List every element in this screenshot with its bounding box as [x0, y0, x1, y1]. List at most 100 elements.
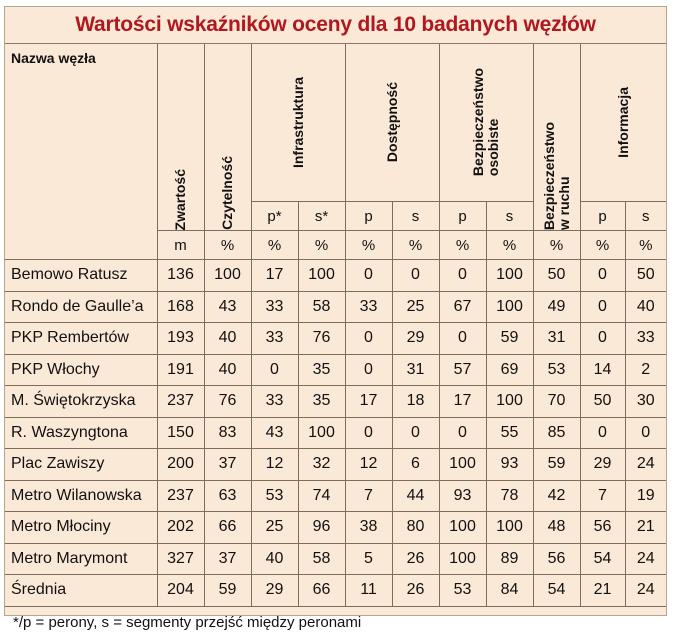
subheader-bos-p: p	[438, 201, 487, 231]
subheader-inf-p: p	[579, 201, 626, 231]
unit-cell: %	[438, 230, 487, 260]
table-cell: 29	[579, 448, 626, 481]
table-row: PKP Rembertów 193 40 33 76 0 29 0 59 31 0 33	[5, 322, 666, 355]
header-dostepnosc: Dostępność	[344, 44, 440, 202]
table-cell: 100	[485, 259, 534, 292]
unit-cell: %	[532, 230, 581, 260]
table-cell: 0	[344, 259, 393, 292]
unit-cell: %	[391, 230, 440, 260]
table-cell: 100	[485, 385, 534, 418]
table-cell: 53	[438, 574, 487, 607]
table-cell: 59	[532, 448, 581, 481]
row-name: PKP Włochy	[5, 353, 158, 386]
table-cell: 31	[391, 353, 440, 386]
table-cell: 43	[250, 416, 299, 449]
table-cell: 85	[532, 416, 581, 449]
table-cell: 0	[344, 353, 393, 386]
table-cell: 66	[297, 574, 346, 607]
table-cell: 100	[203, 259, 252, 292]
table-cell: 7	[344, 479, 393, 512]
unit-cell: %	[344, 230, 393, 260]
table-cell: 19	[624, 479, 666, 512]
table-cell: 93	[485, 448, 534, 481]
row-name: Metro Wilanowska	[5, 479, 158, 512]
table-cell: 17	[344, 385, 393, 418]
footnote: */p = perony, s = segmenty przejść międz…	[5, 605, 666, 639]
table-row: Metro Marymont 327 37 40 58 5 26 100 89 56 54 24	[5, 542, 666, 575]
table-cell: 25	[391, 290, 440, 323]
table-cell: 0	[250, 353, 299, 386]
subheader-infra-p: p*	[251, 201, 299, 231]
table-cell: 0	[579, 259, 626, 292]
table-cell: 11	[344, 574, 393, 607]
table-cell: 14	[579, 353, 626, 386]
header-zwartosc: Zwartość	[156, 44, 205, 231]
table-cell: 56	[579, 511, 626, 544]
table-cell: 35	[297, 353, 346, 386]
table-cell: 78	[485, 479, 534, 512]
subheader-inf-s: s	[624, 201, 666, 231]
header-bezp-osobiste: Bezpieczeństwo osobiste	[438, 44, 534, 202]
header-bezp-ruchu: Bezpieczeństwo w ruchu	[532, 44, 581, 231]
table-cell: 2	[624, 353, 666, 386]
table-row: Bemowo Ratusz 136 100 17 100 0 0 0 100 50 0 50	[5, 259, 666, 292]
table-cell: 150	[156, 416, 205, 449]
table-cell: 50	[579, 385, 626, 418]
table-cell: 0	[579, 416, 626, 449]
table-cell: 0	[579, 322, 626, 355]
table-cell: 204	[156, 574, 205, 607]
table-cell: 37	[203, 448, 252, 481]
table-cell: 84	[485, 574, 534, 607]
table-cell: 100	[438, 448, 487, 481]
table-cell: 35	[297, 385, 346, 418]
table-cell: 168	[156, 290, 205, 323]
table-row: PKP Włochy 191 40 0 35 0 31 57 69 53 14 2	[5, 353, 666, 386]
table-cell: 56	[532, 542, 581, 575]
subheader-bos-s: s	[485, 201, 534, 231]
table-cell: 100	[485, 511, 534, 544]
table-row: Plac Zawiszy 200 37 12 32 12 6 100 93 59 29 24	[5, 448, 666, 481]
table-cell: 40	[203, 353, 252, 386]
table-cell: 33	[250, 290, 299, 323]
table-cell: 100	[297, 259, 346, 292]
table-cell: 0	[624, 416, 666, 449]
table-cell: 18	[391, 385, 440, 418]
header-infrastruktura: Infrastruktura	[250, 44, 346, 202]
table-cell: 0	[344, 416, 393, 449]
table-cell: 40	[624, 290, 666, 323]
header-czytelnosc: Czytelność	[203, 44, 252, 231]
table-cell: 63	[203, 479, 252, 512]
table-cell: 26	[391, 574, 440, 607]
table-cell: 55	[485, 416, 534, 449]
table-cell: 33	[250, 322, 299, 355]
row-name: Średnia	[5, 574, 158, 607]
table-cell: 17	[438, 385, 487, 418]
table-cell: 49	[532, 290, 581, 323]
header-bezp-ruchu-label: Bezpieczeństwo w ruchu	[540, 121, 572, 230]
table-cell: 0	[579, 290, 626, 323]
table-cell: 30	[624, 385, 666, 418]
table-cell: 21	[579, 574, 626, 607]
table-cell: 44	[391, 479, 440, 512]
unit-cell: %	[579, 230, 626, 260]
unit-cell: %	[297, 230, 346, 260]
table-cell: 26	[391, 542, 440, 575]
table-cell: 202	[156, 511, 205, 544]
table-cell: 83	[203, 416, 252, 449]
table-cell: 24	[624, 542, 666, 575]
unit-cell: %	[250, 230, 299, 260]
table-cell: 32	[297, 448, 346, 481]
table-cell: 193	[156, 322, 205, 355]
subheader-dost-s: s	[391, 201, 440, 231]
table-cell: 21	[624, 511, 666, 544]
unit-cell: %	[624, 230, 666, 260]
header-dostepnosc-label: Dostępność	[383, 82, 400, 163]
table-cell: 58	[297, 290, 346, 323]
table-cell: 33	[624, 322, 666, 355]
table-cell: 33	[344, 290, 393, 323]
row-name: M. Świętokrzyska	[5, 385, 158, 418]
table-cell: 76	[297, 322, 346, 355]
table-cell: 100	[438, 511, 487, 544]
table-cell: 237	[156, 385, 205, 418]
table-cell: 136	[156, 259, 205, 292]
